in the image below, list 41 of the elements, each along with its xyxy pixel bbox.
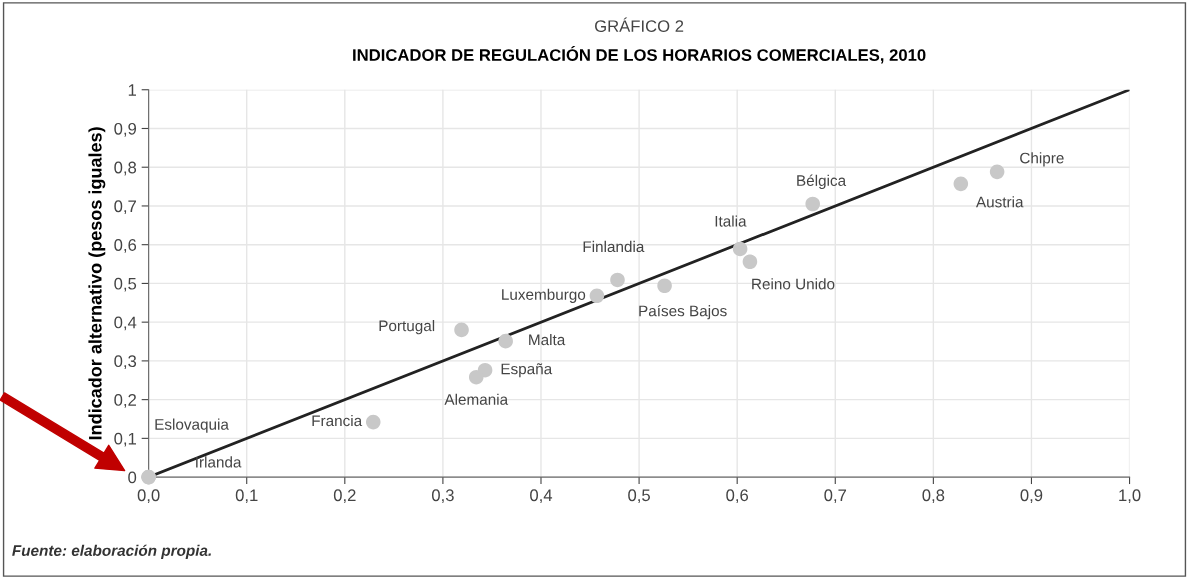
annotation: Irlanda [196,456,242,468]
y-tick-label: 0,9 [114,122,137,137]
y-tick-label: 0,3 [114,355,137,370]
x-tick-label: 0,6 [726,489,749,504]
y-tick-label: 0,8 [114,161,137,176]
y-tick-label: 0,1 [114,432,137,447]
chart-subtitle: INDICADOR DE REGULACIÓN DE LOS HORARIOS COMERCIALES, 2010 [353,46,926,64]
annotation: Bélgica [797,174,847,189]
x-tick-label: 0,7 [824,489,847,504]
x-tick-label: 0,0 [137,489,160,504]
x-tick-label: 0,5 [628,489,650,504]
y-tick-label: 0,5 [114,277,137,292]
annotation: Reino Unido [752,278,835,290]
y-tick-label: 0,6 [114,239,137,253]
y-tick-label: 1 [128,84,137,96]
chart-title: GRÁFICO 2 [595,17,684,33]
annotation: Países Bajos [639,304,727,320]
annotation: Portugal [379,320,435,335]
x-tick-label: 0,2 [333,489,356,504]
annotation: Austria [975,196,1024,208]
annotation: Chipre [1020,152,1064,167]
y-tick-label: 0,4 [114,316,137,331]
x-tick-label: 0,8 [922,489,945,504]
y-tick-label: 0,7 [114,200,136,215]
x-tick-label: 0,3 [431,489,454,504]
annotation: Malta [529,334,566,346]
annotation: Italia [715,215,747,227]
annotation: Eslovaquia [155,418,229,433]
x-tick-label: 0,4 [530,489,553,504]
x-tick-label: 0,1 [235,489,258,504]
annotation: Alemania [444,393,509,405]
x-tick-label: 1,0 [1119,489,1141,504]
annotation: Francia [312,414,363,427]
x-tick-label: 0,9 [1020,489,1043,504]
source-note: Fuente: elaboración propia. [12,544,211,560]
y-tick-label: 0 [128,471,137,484]
annotation: España [501,363,553,378]
y-axis-title: Indicador alternativo (pesos iguales) [88,127,106,440]
y-tick-label: 0,2 [114,394,136,408]
annotation: Finlandia [583,240,645,253]
annotation: Luxemburgo [502,288,586,303]
